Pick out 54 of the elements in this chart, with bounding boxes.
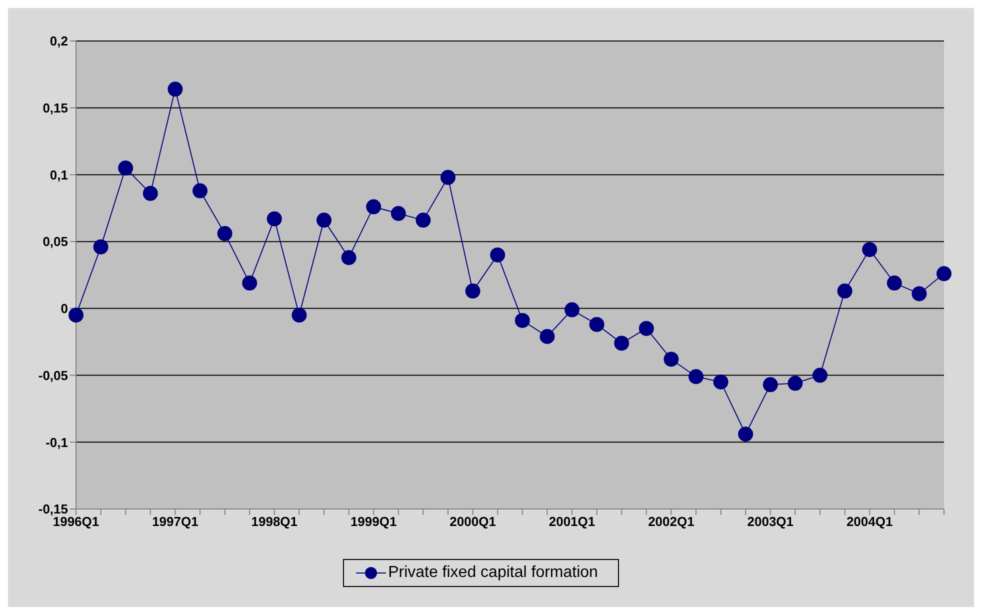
y-tick-label: 0,05 [42, 234, 68, 250]
point [762, 377, 778, 392]
x-tick-label: 2001Q1 [548, 514, 596, 530]
point [614, 336, 630, 351]
point [490, 247, 506, 262]
x-tick-label: 1996Q1 [52, 514, 100, 530]
point [664, 352, 679, 367]
point [540, 329, 555, 344]
y-tick-label: -0,1 [46, 434, 68, 450]
point [812, 368, 828, 383]
x-tick-label: 2002Q1 [648, 514, 694, 530]
point [886, 276, 902, 291]
x-tick-label: 1999Q1 [350, 514, 397, 530]
point [514, 312, 530, 328]
x-tick-label: 1997Q1 [152, 514, 198, 530]
point [465, 284, 480, 299]
y-tick-label: -0,15 [38, 502, 68, 517]
point [168, 82, 183, 97]
point [390, 206, 406, 221]
point [862, 242, 878, 258]
x-tick-label: 2000Q1 [450, 514, 496, 530]
point [416, 212, 431, 228]
point [192, 183, 208, 198]
point [341, 250, 356, 266]
point [564, 302, 580, 318]
y-tick-label: 0 [60, 301, 68, 316]
point [316, 212, 332, 228]
point [589, 316, 604, 332]
point [440, 170, 456, 185]
point [688, 369, 704, 384]
point [912, 286, 927, 302]
point [366, 199, 382, 214]
y-tick-label: 0,1 [50, 167, 68, 182]
point [242, 276, 258, 291]
point [68, 308, 84, 323]
point [738, 426, 754, 442]
x-tick-label: 2003Q1 [747, 514, 794, 530]
x-tick-label: 2004Q1 [846, 514, 893, 530]
point [292, 308, 307, 323]
point [118, 160, 134, 176]
point [788, 376, 803, 391]
point [142, 186, 158, 201]
legend-label: Private fixed capital formation [387, 564, 598, 582]
point [713, 374, 728, 390]
point [266, 211, 282, 226]
y-tick-label: -0,05 [38, 368, 68, 383]
y-tick-label: 0,15 [42, 100, 68, 116]
point [837, 284, 852, 299]
x-tick-label: 1998Q1 [251, 514, 298, 530]
point [936, 266, 952, 282]
y-tick-label: 0,2 [50, 34, 68, 49]
point [93, 239, 108, 254]
point [638, 320, 654, 336]
point [217, 226, 232, 242]
